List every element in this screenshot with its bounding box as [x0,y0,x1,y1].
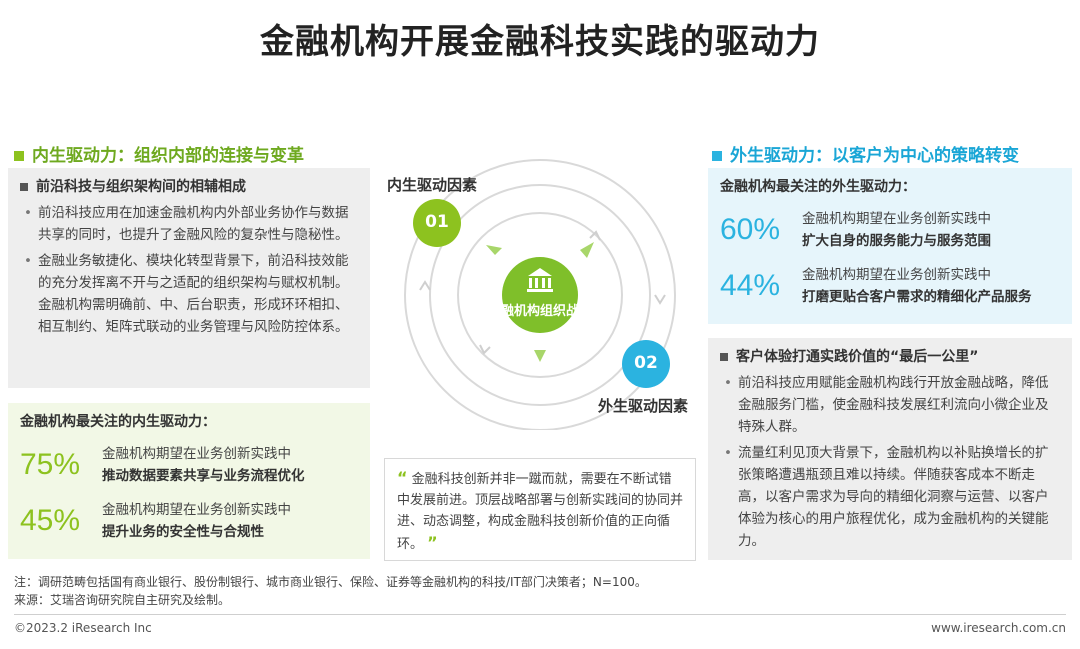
external-stats-head: 金融机构最关注的外生驱动力： [720,179,916,195]
internal-stat-text-2: 金融机构期望在业务创新实践中 提升业务的安全性与合规性 [102,499,291,543]
inner-badge-circle [413,199,461,247]
gray-square-icon [720,353,728,361]
green-square-icon [14,151,24,161]
internal-box-head: 前沿科技与组织架构间的相辅相成 [20,176,358,196]
external-stat-text-1: 金融机构期望在业务创新实践中 扩大自身的服务能力与服务范围 [802,208,991,252]
footer-url: www.iresearch.com.cn [931,621,1066,635]
internal-bullet-2: 金融业务敏捷化、模块化转型背景下，前沿科技效能的充分发挥离不开与之适配的组织架构… [20,250,358,338]
external-box-head: 客户体验打通实践价值的“最后一公里” [720,346,1060,366]
quote-text: 金融科技创新并非一蹴而就，需要在不断试错中发展前进。顶层战略部署与创新实践间的协… [397,472,684,552]
internal-stat-line1-2: 金融机构期望在业务创新实践中 [102,502,291,518]
source-note: 注：调研范畴包括国有商业银行、股份制银行、城市商业银行、保险、证券等金融机构的科… [14,573,647,609]
external-bullet-1: 前沿科技应用赋能金融机构践行开放金融战略，降低金融服务门槛，使金融科技发展红利流… [720,372,1060,438]
external-stats-box: 金融机构最关注的外生驱动力： 60% 金融机构期望在业务创新实践中 扩大自身的服… [708,168,1072,324]
quote-open-mark: “ [397,468,408,487]
internal-stat-row-1: 75% 金融机构期望在业务创新实践中 推动数据要素共享与业务流程优化 [20,443,358,487]
internal-stat-row-2: 45% 金融机构期望在业务创新实践中 提升业务的安全性与合规性 [20,499,358,543]
driver-diagram-svg [404,159,676,431]
inner-ring [457,212,623,378]
quote-close-mark: ” [427,533,438,552]
external-stat-line1-2: 金融机构期望在业务创新实践中 [802,267,991,283]
footer-copyright: ©2023.2 iResearch Inc [14,621,152,635]
ring-arrow-icon [654,294,666,305]
inner-driver-label: 内生驱动因素 [387,176,478,194]
internal-stat-line2-1: 推动数据要素共享与业务流程优化 [102,468,305,484]
external-stat-pct-1: 60% [720,213,781,246]
internal-stats-head: 金融机构最关注的内生驱动力： [20,414,216,430]
internal-driver-title-text: 内生驱动力：组织内部的连接与变革 [32,146,304,166]
external-box-head-text: 客户体验打通实践价值的“最后一公里” [736,349,979,365]
ring-arrow-icon [479,344,491,355]
internal-bullet-1: 前沿科技应用在加速金融机构内外部业务协作与数据共享的同时，也提升了金融风险的复杂… [20,202,358,246]
external-stat-pct-2: 44% [720,269,781,302]
internal-stat-pct-2: 45% [20,504,81,537]
internal-box-head-text: 前沿科技与组织架构间的相辅相成 [36,179,246,195]
external-driver-title: 外生驱动力：以客户为中心的策略转变 [712,141,1019,166]
center-label: 金融机构组织战略 [487,304,592,319]
internal-driver-box: 前沿科技与组织架构间的相辅相成 前沿科技应用在加速金融机构内外部业务协作与数据共… [8,168,370,388]
internal-driver-title: 内生驱动力：组织内部的连接与变革 [14,141,304,166]
ring-arrow-icon [589,230,601,241]
driver-diagram: 内生驱动因素 01 02 外生驱动因素 金融机构组织战略 [380,140,700,431]
external-driver-title-text: 外生驱动力：以客户为中心的策略转变 [730,146,1019,166]
outer-badge: 02 [634,353,658,373]
external-stat-text-2: 金融机构期望在业务创新实践中 打磨更贴合客户需求的精细化产品服务 [802,264,1032,308]
internal-stat-text-1: 金融机构期望在业务创新实践中 推动数据要素共享与业务流程优化 [102,443,305,487]
blue-square-icon [712,151,722,161]
quote-box: “ 金融科技创新并非一蹴而就，需要在不断试错中发展前进。顶层战略部署与创新实践间… [384,458,696,561]
external-stat-row-2: 44% 金融机构期望在业务创新实践中 打磨更贴合客户需求的精细化产品服务 [720,264,1060,308]
middle-ring [429,184,651,406]
outer-driver-label: 外生驱动因素 [598,397,689,415]
internal-stat-line2-2: 提升业务的安全性与合规性 [102,524,264,540]
gray-square-icon [20,183,28,191]
internal-stats-box: 金融机构最关注的内生驱动力： 75% 金融机构期望在业务创新实践中 推动数据要素… [8,403,370,559]
external-stat-line1-1: 金融机构期望在业务创新实践中 [802,211,991,227]
note-line-1: 注：调研范畴包括国有商业银行、股份制银行、城市商业银行、保险、证券等金融机构的科… [14,575,647,589]
arrow-inward-icon [534,350,546,362]
internal-stat-pct-1: 75% [20,448,81,481]
external-stat-row-1: 60% 金融机构期望在业务创新实践中 扩大自身的服务能力与服务范围 [720,208,1060,252]
ring-arrow-icon [419,280,431,291]
external-bullet-2: 流量红利见顶大背景下，金融机构以补贴换增长的扩张策略遭遇瓶颈且难以持续。伴随获客… [720,442,1060,552]
external-driver-box: 客户体验打通实践价值的“最后一公里” 前沿科技应用赋能金融机构践行开放金融战略，… [708,338,1072,560]
inner-badge: 01 [425,212,449,232]
arrow-inward-icon [580,242,594,258]
outer-badge-circle [622,340,670,388]
arrow-inward-icon [486,245,502,255]
page-title: 金融机构开展金融科技实践的驱动力 [260,22,820,62]
footer-divider [14,614,1066,615]
external-stat-line2-2: 打磨更贴合客户需求的精细化产品服务 [802,289,1032,305]
external-stat-line2-1: 扩大自身的服务能力与服务范围 [802,233,991,249]
internal-stat-line1-1: 金融机构期望在业务创新实践中 [102,446,291,462]
center-circle [502,257,578,333]
note-line-2: 来源：艾瑞咨询研究院自主研究及绘制。 [14,593,231,607]
bank-icon [527,268,553,292]
